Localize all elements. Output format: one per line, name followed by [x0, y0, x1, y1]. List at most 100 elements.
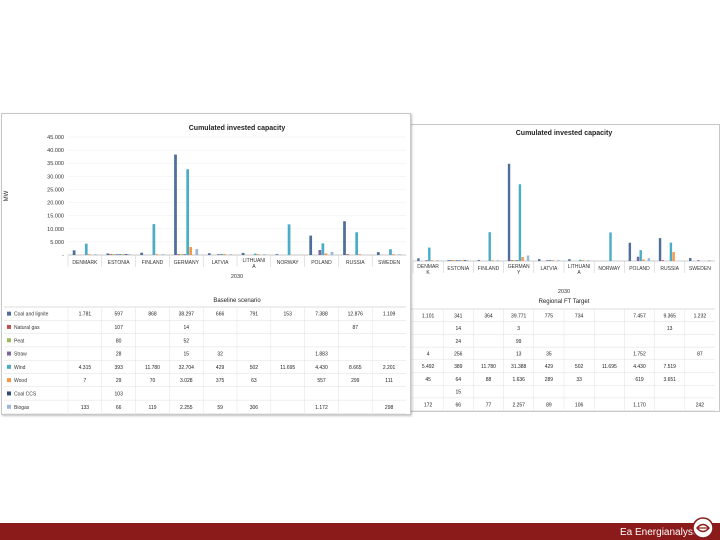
legend-label: Biogas	[14, 405, 30, 411]
chart-panel-baseline: Cumulated invested capacity 45.000 40.000 3…	[1, 113, 411, 415]
table-cell: 4.430	[315, 365, 328, 371]
bar-coal-and-lignite	[309, 235, 313, 255]
legend-label: Peat	[14, 338, 25, 344]
bar-wood	[155, 254, 159, 255]
table-cell: 13	[667, 326, 673, 332]
table-cell: 107	[115, 325, 124, 331]
table-cell: 375	[216, 378, 225, 384]
table-cell: 103	[115, 391, 124, 397]
legend-swatch	[7, 404, 11, 409]
table-cell: 70	[150, 378, 156, 384]
table-cell: 7.519	[663, 364, 676, 370]
table-cell: 429	[545, 364, 554, 370]
table-cell: 7	[84, 378, 87, 384]
bar-biogas	[466, 260, 469, 261]
bar-coal-and-lignite	[538, 259, 541, 261]
bar-wind	[548, 259, 552, 261]
bar-wind	[152, 224, 156, 255]
table-cell: 11.780	[481, 364, 496, 370]
table-cell: 1.170	[633, 402, 646, 408]
table-cell: 393	[115, 365, 124, 371]
table-cell: 77	[486, 402, 492, 408]
bar-wood	[392, 254, 395, 255]
bar-peat	[452, 260, 456, 261]
bar-wind	[287, 224, 291, 255]
bar-biogas	[436, 260, 439, 261]
table-cell: 775	[545, 313, 554, 319]
bar-wind	[186, 169, 190, 255]
table-cell: 289	[545, 377, 554, 383]
table-cell: 87	[353, 325, 359, 331]
footer-brand-text: Ea Energianalyse	[620, 527, 699, 538]
bar-coal-and-lignite	[658, 238, 662, 261]
bar-peat	[112, 254, 116, 255]
table-cell: 99	[516, 339, 522, 345]
table-cell: 5.492	[422, 364, 435, 370]
table-cell: 59	[217, 405, 223, 411]
category-label: K	[426, 270, 430, 276]
category-label: ESTONIA	[447, 266, 470, 272]
category-label: SWEDEN	[689, 266, 711, 272]
bar-natural-gas	[109, 254, 113, 255]
table-cell: 341	[454, 313, 463, 319]
chart-title: Cumulated invested capacity	[516, 130, 613, 137]
bar-coal-and-lignite	[628, 242, 632, 261]
table-cell: 298	[385, 405, 394, 411]
table-cell: 11.780	[145, 365, 160, 371]
y-tick-label: 25.000	[47, 187, 64, 193]
table-cell: 1.636	[512, 377, 525, 383]
table-cell: 45	[425, 377, 431, 383]
category-label: Y	[517, 270, 521, 276]
bar-biogas	[526, 255, 530, 261]
bar-coal-and-lignite	[376, 252, 380, 255]
bar-straw	[515, 260, 519, 261]
bar-coal-and-lignite	[507, 163, 511, 261]
regional-target-chart: Cumulated invested capacity DENMARK ESTONI…	[409, 130, 715, 411]
table-cell: 502	[575, 364, 584, 370]
y-axis-label: MW	[4, 190, 10, 201]
bar-straw	[425, 260, 428, 261]
bar-coal-and-lignite	[72, 250, 76, 255]
table-cell: 64	[456, 377, 462, 383]
bar-wind	[428, 247, 431, 261]
bar-wind	[84, 243, 88, 255]
bar-biogas	[94, 254, 97, 255]
category-label: FINLAND	[142, 260, 164, 266]
legend-swatch	[7, 364, 11, 369]
table-cell: 734	[575, 313, 584, 319]
bar-biogas	[229, 254, 232, 255]
table-cell: 4.315	[79, 365, 92, 371]
table-cell: 256	[454, 351, 463, 357]
x-axis-year-label: 2030	[231, 274, 243, 280]
table-cell: 3.651	[663, 377, 676, 383]
legend-label: Natural gas	[14, 325, 40, 331]
legend-swatch	[7, 351, 11, 356]
table-cell: 1.232	[694, 313, 707, 319]
table-cell: 14	[456, 326, 462, 332]
bar-wind	[639, 250, 642, 261]
legend-label: Wind	[14, 365, 26, 371]
category-label: RUSSIA	[660, 266, 679, 272]
table-cell: 15	[184, 352, 190, 358]
bar-wind	[609, 232, 612, 261]
table-cell: 1.883	[315, 352, 328, 358]
scenario-label: Baseline scenario	[213, 298, 261, 304]
table-cell: 429	[216, 365, 225, 371]
bar-peat	[180, 254, 183, 255]
table-cell: 8.665	[349, 365, 362, 371]
table-cell: 11.695	[602, 364, 617, 370]
bar-biogas	[161, 254, 165, 255]
bar-wood	[551, 260, 555, 261]
bar-wood	[358, 254, 362, 255]
category-label: DENMARK	[72, 260, 98, 266]
ea-logo-icon	[692, 517, 714, 539]
bar-coal-ccs	[463, 260, 467, 261]
bar-biogas	[263, 254, 266, 255]
bar-wood	[189, 247, 193, 255]
bar-wood	[642, 259, 645, 261]
table-cell: 111	[385, 378, 393, 384]
chart-panel-regional-target: Cumulated invested capacity DENMAR K ESTONI…	[408, 124, 720, 412]
table-cell: 2.201	[383, 365, 396, 371]
category-label: ESTONIA	[108, 260, 131, 266]
bar-biogas	[708, 260, 711, 261]
